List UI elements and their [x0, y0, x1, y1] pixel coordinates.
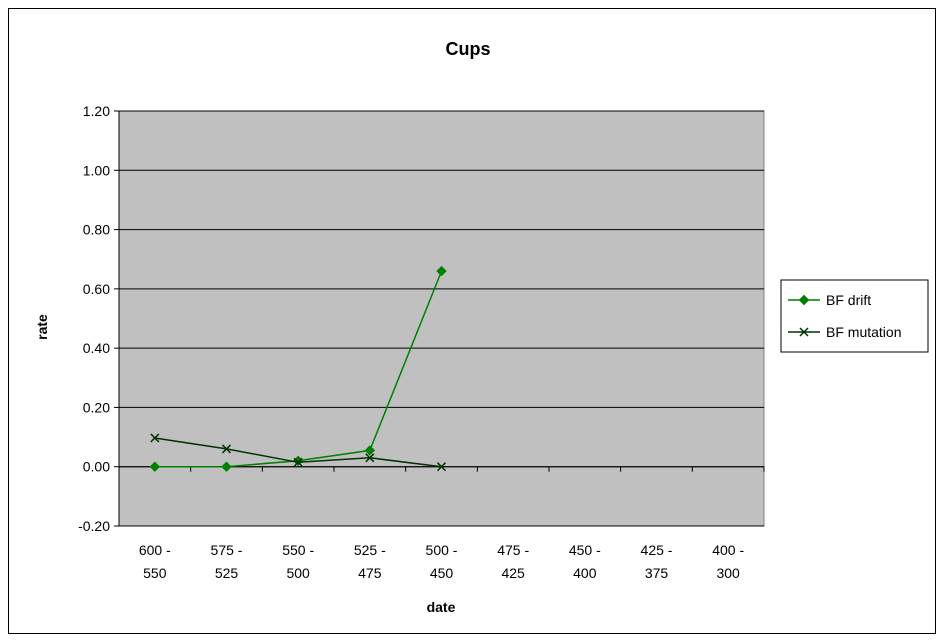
y-tick-label: 1.00	[83, 162, 110, 178]
legend-marker-bf-drift	[798, 294, 810, 306]
x-tick-label: 600 -550	[139, 542, 171, 581]
legend-marker-bf-mutation	[799, 327, 809, 337]
plot-background	[118, 110, 765, 527]
y-tick-label: 0.00	[83, 459, 110, 475]
x-tick-label: 575 -525	[211, 542, 243, 581]
x-tick-label: 475 -425	[497, 542, 529, 581]
data-point-bf-mutation	[150, 433, 160, 443]
plot-area: -0.20 0.00 0.20 0.40 0.60 0.80 1.00 1.20 600 -55…	[78, 103, 765, 581]
x-axis-title: date	[427, 599, 456, 615]
y-tick-label: 0.20	[83, 399, 110, 415]
x-tick-label: 400 -300	[712, 542, 744, 581]
y-tick-label: 1.20	[83, 103, 110, 119]
data-point-bf-drift	[149, 461, 161, 472]
x-tick-label: 500 -450	[426, 542, 458, 581]
legend-label-bf-mutation: BF mutation	[826, 324, 901, 340]
line-chart: Cups rate date -0.20 0.00 0.20 0.40 0.60 0.80…	[34, 39, 929, 615]
y-tick-label: 0.60	[83, 281, 110, 297]
data-point-bf-drift	[436, 265, 447, 277]
legend: BF drift BF mutation	[780, 279, 929, 353]
x-tick-label: 425 -375	[641, 542, 673, 581]
data-point-bf-mutation	[293, 457, 303, 467]
data-point-bf-drift	[221, 461, 232, 472]
data-point-bf-mutation	[365, 453, 375, 463]
x-tick-label: 450 -400	[569, 542, 601, 581]
data-point-bf-drift	[364, 445, 376, 456]
y-tick-label: 0.80	[83, 222, 110, 238]
x-tick-label: 525 -475	[354, 542, 386, 581]
chart-frame: Cups rate date -0.20 0.00 0.20 0.40 0.60 0.80…	[8, 8, 936, 634]
data-point-bf-mutation	[221, 444, 232, 454]
chart-title: Cups	[446, 39, 491, 59]
y-tick-label: -0.20	[78, 518, 110, 534]
x-tick-label: 550 -500	[282, 542, 314, 581]
legend-label-bf-drift: BF drift	[826, 292, 871, 308]
y-tick-label: 0.40	[83, 340, 110, 356]
data-point-bf-mutation	[436, 462, 447, 472]
legend-box	[780, 279, 929, 353]
y-axis-title: rate	[34, 314, 50, 340]
